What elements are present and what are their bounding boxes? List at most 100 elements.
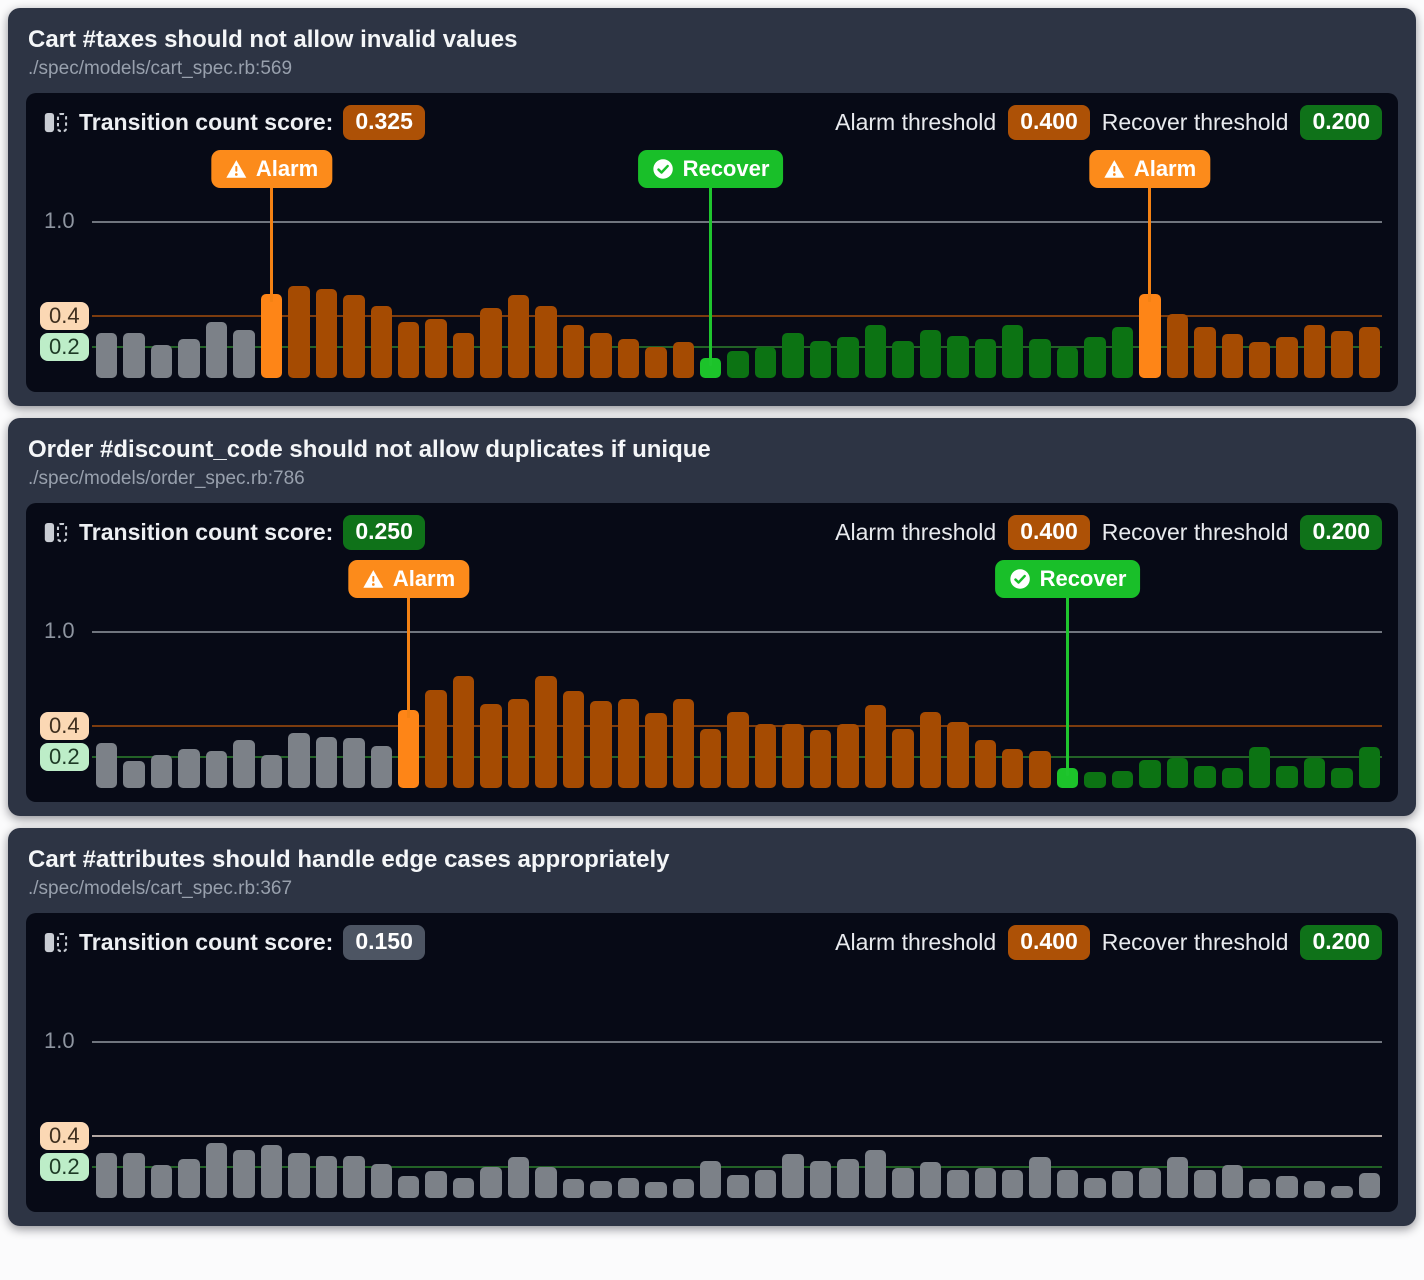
alarm-threshold-line: [92, 314, 1382, 317]
chart-bar: [96, 1153, 118, 1198]
alarm-marker-label: Alarm: [392, 566, 456, 591]
chart-bar: [480, 308, 502, 378]
chart-bar: [1056, 1170, 1079, 1198]
chart-bar: [562, 1179, 585, 1198]
chart-bar: [645, 347, 667, 378]
spec-panel: Order #discount_code should not allow du…: [8, 418, 1416, 816]
chart-bar: [1194, 1170, 1216, 1198]
chart-bar: [645, 1182, 667, 1198]
chart-bar: [1276, 1176, 1298, 1198]
chart-bar: [96, 333, 118, 378]
chart-bar: [370, 306, 392, 378]
chart-card-header: Transition count score: 0.250 Alarm thre…: [42, 515, 1382, 550]
recover-threshold-label: Recover threshold: [1101, 109, 1289, 135]
chart-bar: [974, 339, 996, 378]
score-label: Transition count score:: [79, 109, 334, 135]
chart-bar: [343, 295, 365, 378]
recover-marker-label: Recover: [682, 156, 770, 181]
chart-bar: [370, 1164, 392, 1198]
chart-bar: [727, 1175, 749, 1198]
alarm-marker-label: Alarm: [1133, 156, 1197, 181]
chart-bar: [425, 690, 447, 788]
check-circle-icon: [652, 159, 673, 179]
alarm-marker-badge: Alarm: [347, 560, 470, 598]
chart-bar: [892, 341, 914, 378]
chart-bar: [96, 743, 118, 788]
recover-threshold-line: [92, 345, 1382, 348]
chart-bar: [754, 1170, 777, 1198]
chart-bar: [123, 761, 145, 788]
chart-bar: [974, 740, 996, 788]
chart-bar: [782, 333, 804, 378]
chart-bar: [1249, 747, 1271, 788]
chart-bar: [205, 1143, 228, 1198]
chart-bar: [1029, 751, 1051, 788]
chart-bar: [919, 1162, 942, 1198]
y-axis-tick-1.0: 1.0: [44, 208, 75, 233]
chart-bar: [1221, 1165, 1244, 1198]
chart-bar: [1276, 766, 1298, 788]
score-badge: 0.150: [343, 925, 425, 960]
chart-bar: [864, 1150, 887, 1198]
chart-bar: [425, 319, 447, 378]
chart-bar: [1194, 766, 1216, 788]
recover-threshold-badge: 0.200: [1300, 105, 1382, 140]
gridline-1.0: [92, 631, 1382, 633]
chart-bar: [562, 325, 585, 378]
chart-bar: [1331, 331, 1353, 378]
chart-bar: [1221, 334, 1244, 378]
chart-bar: [178, 749, 200, 788]
alarm-threshold-badge: 0.400: [1008, 925, 1090, 960]
transition-icon: [42, 109, 69, 136]
chart-bar: [480, 704, 502, 788]
chart-bar: [590, 701, 612, 788]
chart-bar: [892, 1168, 914, 1198]
chart-bar: [699, 358, 722, 378]
chart-bar: [425, 1171, 447, 1198]
chart-bar: [315, 289, 338, 378]
chart-bar: [837, 337, 859, 378]
chart-bar: [1001, 1170, 1024, 1198]
chart-bar: [1084, 1178, 1106, 1198]
y-axis-pill-recover: 0.2: [40, 332, 89, 361]
chart-bar: [452, 676, 475, 788]
recover-threshold-label: Recover threshold: [1101, 519, 1289, 545]
chart-bar: [590, 333, 612, 378]
y-axis-pill-alarm: 0.4: [40, 711, 89, 740]
chart-bar: [782, 724, 804, 788]
chart-bar: [1139, 760, 1161, 788]
chart-bar: [617, 339, 640, 378]
chart-bar: [837, 1159, 859, 1198]
recover-marker-line: [1066, 596, 1069, 776]
transition-history-chart: 1.0 0.4 0.2 Alarm Recover: [40, 560, 1382, 788]
alarm-marker-label: Alarm: [255, 156, 319, 181]
chart-bar: [699, 729, 722, 788]
chart-bar: [535, 306, 557, 378]
score-badge: 0.250: [343, 515, 425, 550]
transition-history-chart: 1.0 0.4 0.2: [40, 970, 1382, 1198]
chart-bar: [1166, 758, 1189, 788]
chart-bar: [260, 294, 283, 378]
chart-bar: [1029, 339, 1051, 378]
spec-file-path: ./spec/models/cart_spec.rb:569: [28, 58, 293, 79]
chart-bar: [974, 1168, 996, 1198]
chart-bar: [1303, 325, 1326, 378]
threshold-group: Alarm threshold 0.400 Recover threshold …: [835, 105, 1382, 140]
chart-bar: [672, 342, 694, 378]
recover-threshold-badge: 0.200: [1300, 925, 1382, 960]
chart-bar: [260, 1145, 283, 1198]
chart-bar: [288, 1153, 310, 1198]
chart-card: Transition count score: 0.250 Alarm thre…: [26, 503, 1398, 802]
chart-bar: [562, 691, 585, 788]
alarm-threshold-label: Alarm threshold: [835, 519, 997, 545]
check-circle-icon: [1009, 569, 1030, 589]
chart-bar: [864, 705, 887, 788]
recover-threshold-line: [92, 1165, 1382, 1168]
chart-bar: [864, 325, 887, 378]
chart-bar: [1111, 327, 1134, 378]
gridline-1.0: [92, 1041, 1382, 1043]
chart-bar: [315, 1156, 338, 1198]
chart-bar: [1194, 327, 1216, 378]
chart-bar: [919, 712, 942, 788]
chart-bar: [1001, 749, 1024, 788]
